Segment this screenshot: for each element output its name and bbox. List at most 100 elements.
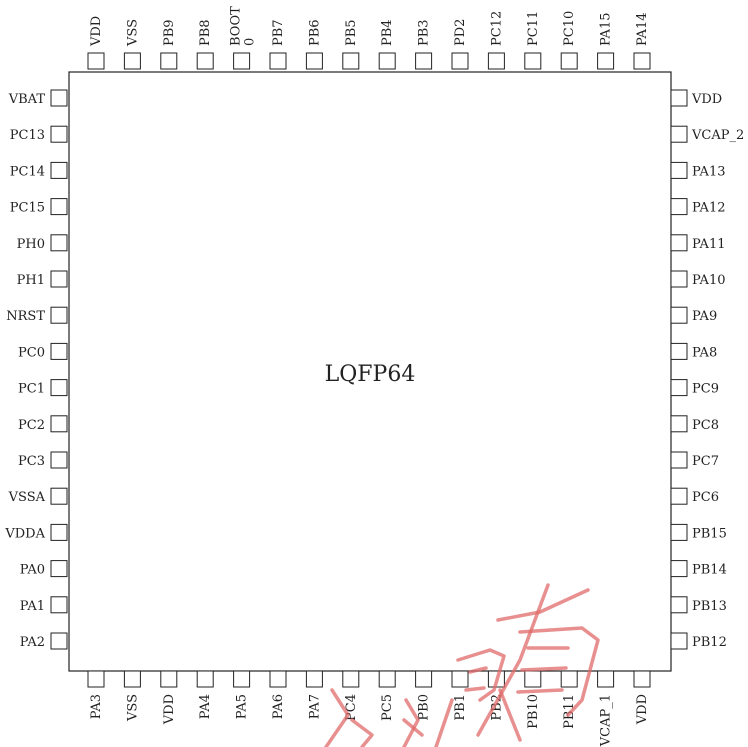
watermark-stroke — [402, 718, 424, 737]
pin-pad-top-pb7 — [269, 52, 287, 70]
watermark-stroke — [516, 688, 564, 694]
pin-pad-top-vss — [123, 52, 141, 70]
pin-label-right-pb14: PB14 — [692, 563, 727, 578]
pin-pad-bottom-pa5 — [233, 670, 251, 688]
pin-pad-right-pa11 — [670, 234, 688, 252]
pin-label-bottom-pb0: PB0 — [417, 694, 432, 721]
pin-label-left-vdda: VDDA — [4, 526, 45, 541]
pin-pad-right-pc9 — [670, 379, 688, 397]
pin-pad-left-ph0 — [50, 234, 68, 252]
pin-pad-right-pc6 — [670, 487, 688, 505]
pin-pad-left-pc2 — [50, 415, 68, 433]
watermark-stroke — [518, 626, 600, 717]
pin-pad-top-pb5 — [342, 52, 360, 70]
pin-label-right-pa9: PA9 — [692, 309, 717, 324]
pin-pad-bottom-vss — [123, 670, 141, 688]
pin-pad-left-nrst — [50, 306, 68, 324]
pin-label-right-pc7: PC7 — [692, 454, 719, 469]
pin-label-top-pb4: PB4 — [380, 19, 395, 46]
pin-label-top-pb5: PB5 — [344, 19, 359, 46]
pin-pad-top-vdd — [87, 52, 105, 70]
pin-label-left-pa1: PA1 — [20, 599, 45, 614]
pin-label-left-pc1: PC1 — [18, 382, 45, 397]
pin-pad-left-pc13 — [50, 125, 68, 143]
pin-pad-top-pc11 — [524, 52, 542, 70]
pin-label-bottom-vss: VSS — [125, 694, 140, 722]
pin-pad-top-pc10 — [560, 52, 578, 70]
pin-label-bottom-pb1: PB1 — [453, 694, 468, 721]
pin-pad-right-pb13 — [670, 596, 688, 614]
watermark-stroke — [434, 698, 454, 747]
pin-pad-left-ph1 — [50, 270, 68, 288]
pin-label-bottom-vcap-1: VCAP_1 — [599, 694, 614, 747]
pin-label-left-pc15: PC15 — [10, 201, 45, 216]
pin-pad-bottom-pb1 — [451, 670, 469, 688]
pin-pad-right-pa12 — [670, 198, 688, 216]
pin-pad-left-pc3 — [50, 451, 68, 469]
pin-label-top-pa15: PA15 — [599, 13, 614, 46]
pin-pad-right-vdd — [670, 89, 688, 107]
pin-pad-bottom-pa3 — [87, 670, 105, 688]
top-pin-row: VDD VSS PB9 PB8 BOOT0 PB7 PB6 PB5 PB4 PB3 PD2 PC12 P… — [87, 6, 651, 70]
pin-pad-bottom-vcap-1 — [597, 670, 615, 688]
pin-label-right-pc9: PC9 — [692, 382, 719, 397]
pin-label-right-pa8: PA8 — [692, 345, 717, 360]
pin-pad-right-pb14 — [670, 560, 688, 578]
pin-pad-left-vssa — [50, 487, 68, 505]
watermark-stroke — [520, 666, 568, 672]
pin-label-bottom-pa4: PA4 — [198, 694, 213, 719]
pin-label-top-pc12: PC12 — [489, 11, 504, 46]
pin-label-right-pa10: PA10 — [692, 273, 725, 288]
pin-pad-bottom-pb11 — [560, 670, 578, 688]
pin-label-bottom-pa5: PA5 — [235, 694, 250, 719]
pin-label-left-pc0: PC0 — [18, 345, 45, 360]
pin-label-bottom-pa7: PA7 — [307, 694, 322, 719]
pin-pad-right-pa13 — [670, 161, 688, 179]
pin-pad-top-pa14 — [633, 52, 651, 70]
pin-label-left-pc14: PC14 — [10, 164, 45, 179]
bottom-pin-row: PA3 VSS VDD PA4 PA5 PA6 PA7 PC4 PC5 PB0 PB1 PB2 PB10… — [87, 670, 651, 747]
pin-label-top-pb8: PB8 — [198, 19, 213, 46]
pin-label-right-vdd: VDD — [691, 92, 722, 107]
watermark-stroke — [476, 583, 550, 737]
pin-pad-top-pb6 — [305, 52, 323, 70]
pin-pad-left-vbat — [50, 89, 68, 107]
pin-label-bottom-vdd: VDD — [635, 694, 650, 725]
watermark-stroke — [464, 686, 486, 692]
pin-pad-bottom-pa7 — [305, 670, 323, 688]
pin-pad-bottom-vdd — [633, 670, 651, 688]
pin-pad-left-pa2 — [50, 632, 68, 650]
pin-label-top-vdd: VDD — [89, 16, 104, 47]
pin-pad-bottom-pc5 — [378, 670, 396, 688]
pin-label-bottom-pc5: PC5 — [380, 694, 395, 721]
pin-label-top-boot-0: BOOT0 — [229, 6, 258, 46]
pin-pad-top-pa15 — [597, 52, 615, 70]
pin-label-bottom-pa3: PA3 — [89, 694, 104, 719]
pin-pad-right-vcap-2 — [670, 125, 688, 143]
pin-label-right-pb12: PB12 — [692, 635, 727, 650]
pin-label-right-pc6: PC6 — [692, 490, 719, 505]
pin-pad-right-pb12 — [670, 632, 688, 650]
pin-pad-top-pb9 — [160, 52, 178, 70]
pin-label-left-pc3: PC3 — [18, 454, 45, 469]
pin-label-right-pb13: PB13 — [692, 599, 727, 614]
pin-label-right-pa12: PA12 — [692, 201, 725, 216]
pin-label-top-pb7: PB7 — [271, 19, 286, 46]
pin-label-left-nrst: NRST — [6, 309, 45, 324]
pin-pad-bottom-pb0 — [415, 670, 433, 688]
pin-pad-left-pc15 — [50, 198, 68, 216]
pin-label-left-pc2: PC2 — [18, 418, 45, 433]
pin-label-right-pa13: PA13 — [692, 164, 725, 179]
watermark-stroke — [324, 688, 350, 747]
pin-label-bottom-pb10: PB10 — [526, 694, 541, 729]
pin-pad-top-pb8 — [196, 52, 214, 70]
chip-body — [68, 71, 672, 672]
pin-label-bottom-vdd: VDD — [162, 694, 177, 725]
pin-pad-right-pb15 — [670, 523, 688, 541]
pin-pad-bottom-pa6 — [269, 670, 287, 688]
pin-pad-top-pb4 — [378, 52, 396, 70]
watermark-stroke — [402, 698, 420, 747]
pin-pad-left-pa0 — [50, 560, 68, 578]
watermark-stroke — [456, 648, 506, 702]
